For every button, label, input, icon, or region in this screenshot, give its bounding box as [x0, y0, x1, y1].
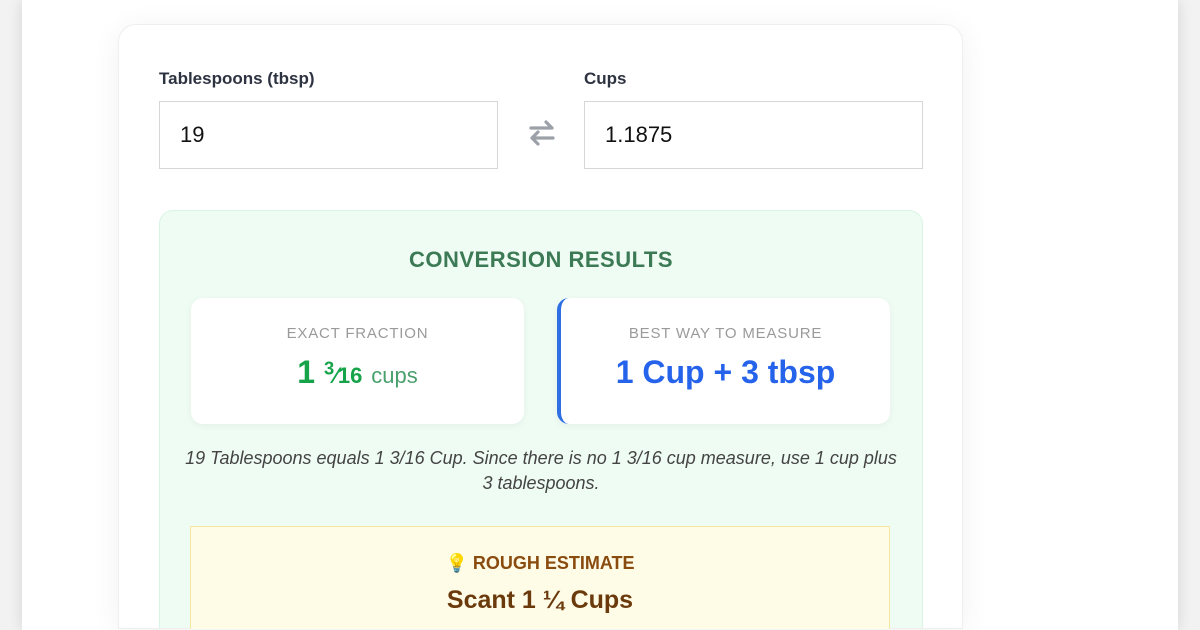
page: Tablespoons (tbsp) Cups CONVERSION RESUL… — [22, 0, 1178, 630]
exact-fraction-box: EXACT FRACTION 1 3⁄16 cups — [191, 298, 524, 424]
from-label: Tablespoons (tbsp) — [159, 69, 315, 88]
exact-value: 1 3⁄16 cups — [297, 354, 418, 390]
conversion-results: CONVERSION RESULTS EXACT FRACTION 1 3⁄16… — [159, 210, 923, 629]
converter-card: Tablespoons (tbsp) Cups CONVERSION RESUL… — [118, 24, 963, 629]
rough-value: Scant 1 ¼ Cups — [446, 586, 634, 614]
numerator: 3 — [323, 357, 335, 379]
to-label: Cups — [584, 69, 627, 88]
tablespoons-input[interactable] — [159, 101, 498, 169]
exact-heading: EXACT FRACTION — [286, 325, 429, 342]
rough-heading: ROUGH ESTIMATE — [472, 553, 635, 573]
swap-arrows-icon[interactable] — [527, 118, 557, 148]
whole: 1 — [297, 354, 316, 390]
best-heading: BEST WAY TO MEASURE — [628, 325, 823, 342]
cups-input[interactable] — [584, 101, 923, 169]
lightbulb-icon: 💡 — [445, 553, 468, 573]
denominator: 16 — [337, 363, 363, 388]
description: 19 Tablespoons equals 1 3/16 Cup. Since … — [185, 448, 897, 493]
unit: cups — [371, 363, 418, 388]
results-title: CONVERSION RESULTS — [408, 247, 674, 272]
best-measure-box: BEST WAY TO MEASURE 1 Cup + 3 tbsp — [557, 298, 890, 424]
rough-estimate-box: 💡 ROUGH ESTIMATE Scant 1 ¼ Cups — [190, 526, 890, 629]
best-value: 1 Cup + 3 tbsp — [615, 354, 836, 390]
